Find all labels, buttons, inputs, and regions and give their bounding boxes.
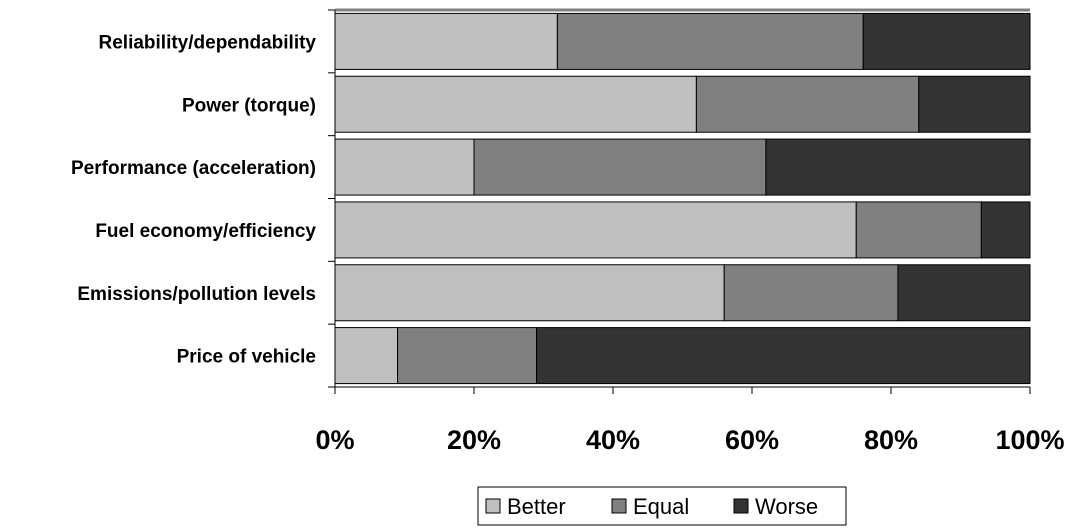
category-label: Performance (acceleration) <box>71 158 316 179</box>
bar-equal-1 <box>695 75 920 133</box>
x-tick-label: 60% <box>725 425 779 455</box>
category-label: Fuel economy/efficiency <box>95 221 316 242</box>
category-label: Power (torque) <box>182 95 316 116</box>
x-tick-label: 40% <box>586 425 640 455</box>
legend-swatch-better <box>485 498 501 514</box>
legend-label-better: Better <box>507 494 566 519</box>
bar-better-1 <box>334 75 697 133</box>
legend-swatch-worse <box>733 498 749 514</box>
bar-equal-2 <box>473 138 767 196</box>
legend-box <box>477 486 847 526</box>
bar-better-2 <box>334 138 475 196</box>
legend-label-worse: Worse <box>755 494 818 519</box>
bar-equal-4 <box>723 264 899 322</box>
bar-worse-3 <box>980 201 1031 259</box>
x-tick-label: 20% <box>447 425 501 455</box>
x-tick-label: 0% <box>315 425 354 455</box>
legend-swatch-equal <box>611 498 627 514</box>
category-label: Price of vehicle <box>177 347 316 368</box>
bar-better-3 <box>334 201 857 259</box>
category-label: Reliability/dependability <box>99 32 317 53</box>
bar-equal-0 <box>556 12 864 70</box>
bar-worse-2 <box>765 138 1031 196</box>
x-tick-label: 80% <box>864 425 918 455</box>
bar-better-5 <box>334 327 399 385</box>
x-tick-label: 100% <box>995 425 1064 455</box>
bar-equal-5 <box>397 327 538 385</box>
bar-worse-4 <box>897 264 1031 322</box>
bar-worse-0 <box>862 12 1031 70</box>
legend: Better Equal Worse <box>477 486 847 526</box>
bar-equal-3 <box>855 201 982 259</box>
bar-worse-5 <box>536 327 1031 385</box>
category-label: Emissions/pollution levels <box>77 284 316 305</box>
bar-better-4 <box>334 264 725 322</box>
legend-label-equal: Equal <box>633 494 689 519</box>
bar-better-0 <box>334 12 558 70</box>
plot-area: Reliability/dependability Power (torque) P… <box>71 8 1065 455</box>
bar-worse-1 <box>918 75 1031 133</box>
